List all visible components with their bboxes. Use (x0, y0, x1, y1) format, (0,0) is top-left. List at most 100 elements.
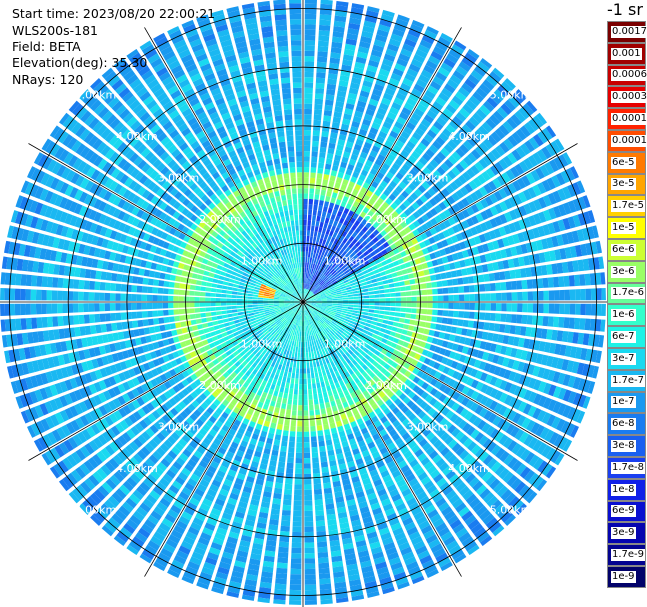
ray-gate (335, 398, 342, 406)
ray-gate (386, 325, 393, 331)
ray-gate (307, 278, 311, 285)
ray-gate (363, 308, 369, 312)
ray-gate (383, 175, 391, 184)
ray-gate (484, 374, 493, 384)
ray-gate (439, 347, 447, 356)
ray-gate (351, 287, 358, 292)
ray-gate (333, 159, 340, 167)
ray-gate (457, 419, 468, 430)
ray-gate (333, 485, 342, 493)
ray-gate (409, 319, 416, 325)
ray-gate (563, 275, 570, 287)
ray-gate (333, 316, 340, 320)
ray-gate (357, 393, 365, 401)
ray-gate (129, 457, 140, 468)
ray-gate (276, 562, 288, 569)
ray-gate (437, 403, 446, 413)
ray-gate (318, 289, 324, 293)
ray-gate (338, 270, 344, 276)
ray-gate (316, 298, 322, 300)
ray-gate (305, 303, 310, 308)
ray-gate (297, 314, 300, 321)
ray-gate (406, 240, 414, 248)
ray-gate (88, 474, 100, 487)
ray-gate (490, 461, 502, 473)
ray-gate (230, 398, 238, 406)
ray-gate (528, 377, 537, 389)
ray-gate (123, 370, 131, 380)
ray-gate (358, 367, 365, 374)
ray-gate (261, 362, 267, 369)
ray-gate (513, 194, 523, 205)
ray-gate (349, 125, 359, 134)
ray-gate (376, 171, 385, 180)
ray-gate (352, 396, 360, 404)
ray-gate (172, 461, 183, 471)
ray-gate (174, 428, 184, 437)
ray-gate (277, 364, 283, 370)
ray-gate (313, 281, 318, 287)
ray-gate (320, 306, 327, 310)
ray-gate (386, 135, 396, 144)
ray-gate (468, 95, 481, 107)
ray-gate (339, 235, 345, 242)
ray-gate (274, 385, 280, 392)
ray-gate (388, 517, 400, 527)
ray-gate (458, 531, 471, 543)
ray-gate (362, 118, 372, 127)
ray-gate (403, 450, 413, 459)
ray-gate (136, 506, 148, 518)
ray-gate (231, 487, 241, 496)
ray-gate (392, 176, 401, 185)
ray-gate (140, 394, 150, 404)
ray-gate (215, 407, 223, 415)
ray-gate (150, 535, 163, 547)
ray-gate (391, 326, 398, 332)
ray-gate (425, 177, 435, 187)
ray-gate (541, 444, 552, 458)
ray-gate (482, 154, 493, 166)
ray-gate (362, 315, 368, 319)
ray-gate (319, 319, 324, 324)
ray-gate (452, 381, 461, 390)
ray-gate (233, 406, 241, 414)
ray-gate (397, 441, 407, 451)
ray-gate (89, 410, 99, 422)
ray-gate (255, 478, 264, 486)
ray-gate (292, 335, 296, 341)
ray-gate (433, 234, 441, 242)
ray-gate (389, 267, 397, 273)
ray-gate (528, 137, 540, 150)
ray-gate (444, 158, 454, 169)
ray-gate (318, 371, 323, 378)
ray-gate (201, 455, 211, 465)
ray-gate (383, 407, 391, 415)
ray-gate (265, 382, 272, 389)
ray-gate (355, 491, 365, 499)
ray-gate (227, 360, 234, 368)
ray-gate (289, 323, 294, 329)
ray-gate (391, 101, 402, 111)
ray-gate (414, 258, 422, 265)
ray-gate (248, 366, 255, 373)
ray-gate (204, 493, 215, 503)
ray-gate (385, 197, 393, 206)
ray-gate (159, 583, 174, 594)
ray-gate (189, 556, 202, 566)
ray-gate (429, 252, 437, 260)
ray-gate (308, 273, 311, 279)
ray-gate (437, 191, 446, 201)
ray-gate (330, 277, 336, 282)
ray-gate (229, 492, 239, 501)
ray-gate (447, 439, 458, 449)
ray-gate (69, 405, 79, 418)
ray-gate (424, 322, 432, 329)
ray-gate (508, 383, 518, 395)
ray-gate (429, 125, 441, 135)
ray-gate (310, 252, 314, 258)
ray-gate (300, 341, 303, 348)
ray-gate (75, 448, 86, 461)
ray-gate (270, 508, 280, 515)
ray-gate (340, 264, 347, 270)
ray-gate (288, 393, 293, 400)
